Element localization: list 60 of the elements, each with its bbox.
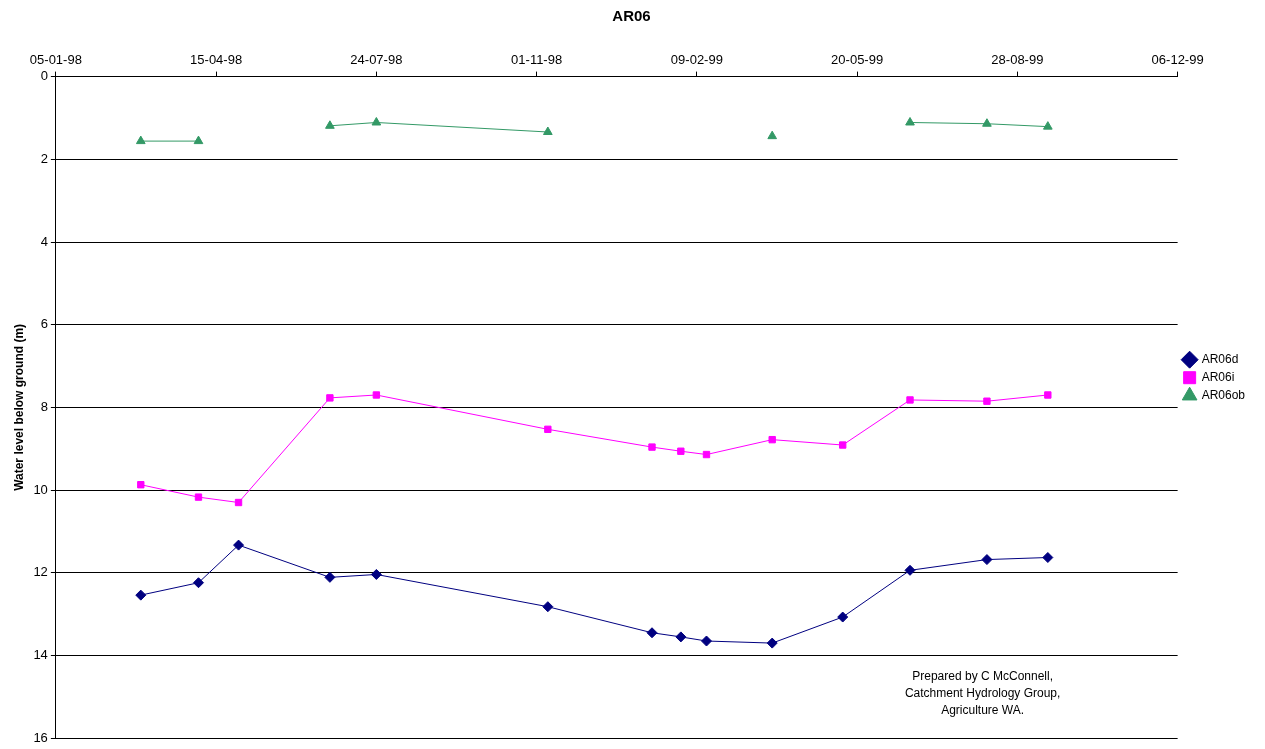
legend-label: AR06i bbox=[1201, 370, 1235, 385]
point bbox=[905, 117, 915, 126]
legend-label: AR06d bbox=[1201, 352, 1239, 367]
y-tick-label: 10 bbox=[33, 481, 48, 497]
y-tick-label: 4 bbox=[40, 233, 48, 249]
point bbox=[372, 391, 381, 399]
y-tick-label: 16 bbox=[33, 729, 48, 745]
point bbox=[326, 394, 334, 402]
y-tick-label: 6 bbox=[40, 316, 48, 332]
point bbox=[135, 589, 147, 601]
annotation: Prepared by C McConnell, Catchment Hydrology Group, Agriculture WA. bbox=[904, 669, 1061, 718]
x-tick-label: 09-02-99 bbox=[670, 52, 723, 68]
point bbox=[648, 443, 656, 451]
chart-title: AR06 bbox=[612, 7, 651, 25]
point bbox=[324, 571, 336, 583]
point bbox=[766, 637, 778, 649]
x-tick-label: 06-12-99 bbox=[1151, 52, 1204, 68]
point bbox=[982, 118, 992, 127]
point bbox=[544, 425, 552, 433]
point bbox=[234, 498, 243, 507]
y-tick-label: 14 bbox=[33, 647, 48, 663]
point bbox=[906, 396, 914, 404]
point bbox=[1042, 552, 1054, 563]
legend-label: AR06ob bbox=[1201, 388, 1246, 403]
point bbox=[839, 441, 847, 449]
y-tick-label: 12 bbox=[33, 564, 48, 580]
x-tick-label: 01-11-98 bbox=[511, 52, 563, 68]
point bbox=[233, 539, 245, 551]
point bbox=[675, 631, 687, 643]
point bbox=[700, 635, 712, 647]
point bbox=[702, 450, 711, 459]
point bbox=[371, 117, 382, 126]
point bbox=[1043, 121, 1053, 130]
point bbox=[646, 627, 658, 639]
x-tick-label: 15-04-98 bbox=[190, 52, 243, 68]
point bbox=[837, 611, 849, 623]
point bbox=[981, 554, 993, 566]
point bbox=[1044, 391, 1052, 399]
point bbox=[194, 493, 203, 501]
x-tick-label: 05-01-98 bbox=[29, 52, 82, 68]
y-tick-label: 8 bbox=[40, 398, 48, 414]
point bbox=[193, 135, 204, 145]
point bbox=[543, 126, 553, 136]
point bbox=[768, 435, 776, 444]
point bbox=[542, 601, 554, 613]
x-tick-label: 24-07-98 bbox=[350, 52, 403, 68]
point bbox=[135, 135, 146, 145]
point bbox=[370, 568, 382, 580]
x-tick-label: 20-05-99 bbox=[831, 52, 884, 68]
point bbox=[325, 120, 335, 129]
point bbox=[767, 130, 778, 140]
y-axis-title: Water level below ground (m) bbox=[11, 323, 26, 491]
point bbox=[983, 397, 991, 405]
x-tick-label: 28-08-99 bbox=[991, 52, 1044, 68]
point bbox=[904, 564, 916, 576]
y-tick-label: 2 bbox=[40, 150, 48, 166]
point bbox=[677, 447, 685, 455]
point bbox=[192, 577, 204, 589]
y-tick-label: 0 bbox=[40, 68, 48, 84]
point bbox=[137, 481, 145, 489]
